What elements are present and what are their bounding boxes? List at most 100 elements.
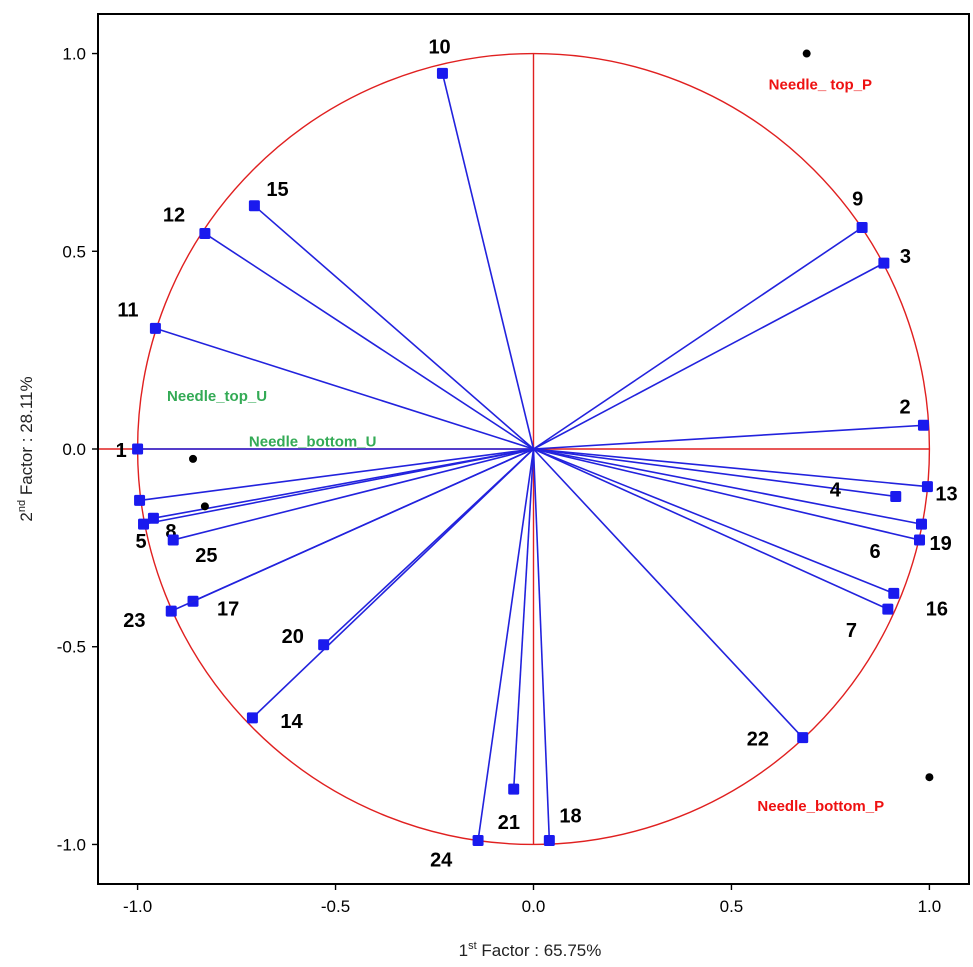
x-tick-label-2: 0.0 (522, 897, 546, 916)
point-label-22: 22 (747, 729, 769, 751)
point-1 (132, 443, 144, 455)
y-tick-label-4: 1.0 (62, 45, 86, 64)
vector-21 (512, 448, 535, 790)
point-7 (882, 603, 894, 615)
vector-8 (153, 448, 534, 519)
vector-20 (323, 448, 535, 646)
point-label-2: 2 (899, 396, 910, 418)
point-label-16: 16 (926, 598, 948, 620)
point-21 (508, 783, 520, 795)
point-label-4: 4 (830, 479, 842, 501)
x-axis-title: 1st Factor : 65.75% (459, 940, 602, 960)
supplementary-point-needle-top-u (189, 454, 198, 463)
vector-3 (533, 262, 885, 450)
point-19 (915, 518, 927, 530)
point-label-8: 8 (165, 521, 176, 543)
y-tick-label-1: -0.5 (57, 638, 86, 657)
point-13 (921, 481, 933, 493)
vector-19 (533, 448, 922, 525)
vector-10 (441, 73, 535, 450)
vector-15 (253, 205, 535, 450)
vector-4 (533, 448, 896, 498)
point-24 (472, 835, 484, 846)
vector-18 (532, 448, 551, 841)
point-23 (165, 605, 177, 617)
point-label-7: 7 (846, 620, 857, 642)
y-tick-label-3: 0.5 (62, 242, 86, 261)
vector-7 (533, 448, 889, 610)
point-10 (436, 67, 448, 79)
point-2 (917, 419, 929, 431)
point-label-25: 25 (195, 545, 217, 567)
supplementary-label-needle-top-u: Needle_top_U (167, 388, 267, 405)
vector-9 (533, 226, 863, 450)
point-9 (856, 222, 868, 234)
point-label-23: 23 (123, 610, 145, 632)
point-label-13: 13 (935, 484, 957, 506)
vector-13 (533, 448, 928, 488)
vector-16 (533, 448, 895, 595)
x-axis-title-prefix: 1 (459, 941, 468, 960)
point-label-18: 18 (559, 806, 581, 828)
point-unlabeled-25 (134, 494, 146, 506)
point-22 (797, 732, 809, 744)
point-label-9: 9 (852, 189, 863, 211)
y-axis-title: 2nd Factor : 28.11% (16, 376, 36, 521)
supplementary-label-needle-bottom-p: Needle_bottom_P (757, 798, 884, 815)
point-14 (246, 712, 258, 724)
point-label-5: 5 (136, 531, 147, 553)
point-label-21: 21 (498, 812, 520, 834)
x-tick-label-0: -1.0 (123, 897, 152, 916)
vector-24 (477, 448, 535, 841)
point-label-20: 20 (282, 626, 304, 648)
vector-2 (533, 424, 924, 450)
vector-25 (173, 448, 534, 541)
x-tick-label-3: 0.5 (720, 897, 744, 916)
y-axis-title-text: Factor : 28.11% (17, 376, 36, 499)
vector-23 (170, 448, 534, 612)
point-label-12: 12 (163, 204, 185, 226)
ticks-layer: -1.0 -0.5 0.0 0.5 1.0 -1.0 -0.5 0.0 0.5 1.0 (57, 45, 942, 916)
vector-14 (251, 448, 535, 719)
x-tick-label-1: -0.5 (321, 897, 350, 916)
supplementary-point-needle-bottom-u (200, 502, 209, 511)
y-tick-label-0: -1.0 (57, 835, 86, 854)
y-tick-label-2: 0.0 (62, 440, 86, 459)
point-label-3: 3 (900, 246, 911, 268)
point-label-1: 1 (116, 440, 127, 462)
x-tick-label-4: 1.0 (918, 897, 942, 916)
y-axis-title-prefix: 2 (17, 512, 36, 521)
point-15 (248, 200, 260, 212)
point-18 (543, 835, 555, 846)
x-axis-title-text: Factor : 65.75% (477, 941, 602, 960)
supplementary-point-needle-top-p (802, 49, 811, 58)
point-5 (138, 518, 150, 530)
supplementary-label-needle-bottom-u: Needle_bottom_U (249, 433, 377, 450)
supplementary-label-needle-top-p: Needle_ top_P (769, 77, 872, 94)
vector-unlabeled-25 (139, 448, 534, 502)
point-6 (914, 534, 926, 546)
point-3 (878, 257, 890, 269)
vector-11 (155, 327, 534, 450)
point-label-19: 19 (929, 533, 951, 555)
point-label-10: 10 (428, 36, 450, 58)
point-12 (199, 227, 211, 239)
point-label-14: 14 (280, 711, 303, 733)
point-16 (888, 587, 900, 599)
vector-6 (533, 448, 920, 541)
point-label-15: 15 (266, 179, 288, 201)
point-11 (149, 322, 161, 334)
x-axis-title-superscript: st (468, 940, 477, 952)
point-label-24: 24 (430, 850, 453, 872)
point-label-6: 6 (870, 541, 881, 563)
point-label-11: 11 (117, 299, 138, 321)
point-8 (147, 512, 159, 524)
point-25 (167, 534, 179, 546)
vector-12 (204, 232, 534, 450)
vector-22 (532, 448, 804, 739)
point-20 (318, 639, 330, 651)
supplementary-point-needle-bottom-p (925, 773, 934, 782)
